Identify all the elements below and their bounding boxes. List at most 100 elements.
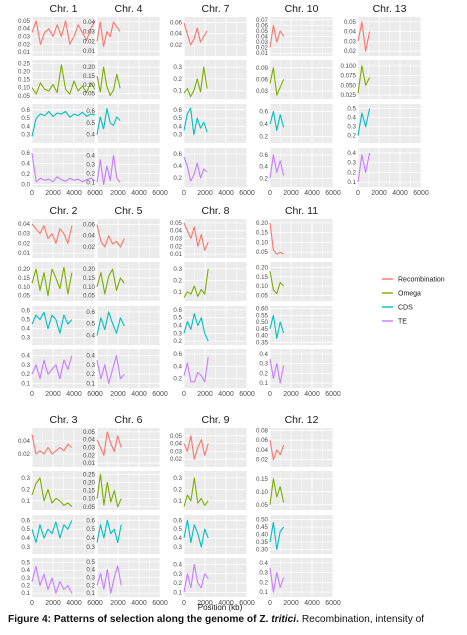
panel-1-cds: 0.30.40.50.6 (21, 104, 96, 143)
series-line-recombination (31, 20, 96, 45)
panel-title: Chr. 4 (114, 3, 142, 15)
y-tick-label: 0.2 (173, 580, 182, 587)
series-line-cds (96, 108, 121, 135)
y-tick-label: 0.25 (83, 471, 96, 478)
y-tick-label: 0.2 (173, 277, 182, 284)
panel-13-te: 0.1 0.2 0.3 0.4 0 2000 4000 6000 (347, 148, 429, 197)
panel-6-recombination: 0.010.020.030.040.05 (83, 428, 161, 467)
y-tick-label: 0.03 (83, 445, 96, 452)
y-tick-label: 0.3 (347, 160, 356, 167)
y-tick-label: 0.04 (83, 437, 96, 444)
panel-title: Chr. 9 (201, 414, 229, 426)
panel-8-omega: 0.1 0.2 0.3 (173, 262, 248, 301)
series-line-omega (269, 478, 285, 505)
series-line-recombination (183, 22, 208, 46)
y-tick-label: 0.6 (86, 309, 95, 316)
y-tick-label: 0.05 (83, 504, 96, 511)
x-tick-label: 6000 (152, 391, 168, 398)
y-tick-label: 0.03 (256, 88, 269, 95)
panel-title: Chr. 7 (201, 3, 229, 15)
y-tick-label: 0.5 (21, 115, 30, 122)
y-tick-label: 0.1 (86, 590, 95, 597)
legend-label-cds: CDS (398, 305, 413, 312)
y-tick-label: 0.15 (83, 488, 96, 495)
y-tick-label: 0.1 (173, 289, 182, 296)
legend-label-recombination: Recombination (398, 277, 445, 284)
x-tick-label: 0 (182, 600, 186, 607)
panel-7-recombination: 0.02 0.04 0.06 (170, 17, 248, 56)
panel-7-omega: 0.1 0.2 0.3 (173, 60, 248, 99)
y-tick-label: 0.05 (344, 19, 357, 26)
x-tick-label: 4000 (218, 190, 234, 197)
series-line-te (31, 355, 73, 380)
y-tick-label: 0.04 (83, 233, 96, 240)
x-tick-label: 2000 (110, 391, 126, 398)
series-line-te (269, 154, 285, 179)
y-tick-label: 0.35 (256, 339, 269, 346)
legend: Recombination Omega CDS TE (382, 277, 445, 326)
y-tick-label: 0.6 (259, 109, 268, 116)
x-tick-label: 2000 (45, 391, 61, 398)
y-tick-label: 0.4 (259, 164, 268, 171)
y-tick-label: 0.04 (170, 31, 183, 38)
series-line-recombination (357, 21, 371, 52)
x-tick-label: 6000 (87, 391, 103, 398)
series-line-cds (183, 107, 208, 136)
y-tick-label: 0.01 (18, 250, 31, 257)
panel-1-omega: 0.050.100.150.200.25 (18, 60, 96, 100)
y-tick-label: 0.2 (173, 486, 182, 493)
panel-10-cds: 0.2 0.4 0.6 (259, 104, 334, 143)
y-tick-label: 0.05 (18, 293, 31, 300)
x-tick-label: 4000 (131, 391, 147, 398)
y-tick-label: 0.15 (83, 275, 96, 282)
x-tick-label: 6000 (152, 600, 168, 607)
y-tick-label: 0.55 (256, 312, 269, 319)
caption-bold: Figure 4: Patterns of selection along th… (8, 614, 272, 625)
y-tick-label: 0.6 (21, 517, 30, 524)
series-line-recombination (269, 440, 285, 461)
y-tick-label: 0.20 (256, 220, 269, 227)
series-line-omega (96, 268, 125, 295)
y-tick-label: 0.4 (21, 326, 30, 333)
y-tick-label: 0.4 (173, 163, 182, 170)
y-tick-label: 0.15 (83, 73, 96, 80)
panel-3-omega: 0.1 0.2 0.3 (21, 471, 96, 510)
y-tick-label: 0.2 (86, 170, 95, 177)
y-tick-label: 0.100 (341, 63, 357, 70)
y-tick-label: 0.15 (256, 230, 269, 237)
x-tick-label: 2000 (45, 600, 61, 607)
x-tick-label: 4000 (66, 190, 82, 197)
panel-2-cds: 0.3 0.4 0.5 0.6 (21, 306, 96, 345)
y-tick-label: 0.1 (173, 589, 182, 596)
series-line-recombination (31, 223, 73, 244)
x-tick-label: 6000 (87, 190, 103, 197)
panel-7-te: 0.2 0.4 0.6 0 2000 4000 6000 (173, 148, 255, 197)
y-tick-label: 0.03 (18, 231, 31, 238)
panel-4-omega: 0.05 0.10 0.15 0.20 (83, 60, 161, 99)
caption-species: tritici (271, 614, 297, 625)
y-tick-label: 0.2 (173, 76, 182, 83)
panel-title: Chr. 3 (49, 414, 77, 426)
y-tick-label: 0.2 (259, 370, 268, 377)
y-tick-label: 0.4 (173, 323, 182, 330)
y-tick-label: 0.10 (18, 284, 31, 291)
y-tick-label: 0.03 (83, 29, 96, 36)
y-tick-label: 0.05 (170, 220, 183, 227)
x-tick-label: 0 (95, 391, 99, 398)
series-line-omega (96, 473, 122, 508)
panel-12-omega: 0.05 0.10 0.15 (256, 471, 334, 510)
series-line-recombination (269, 24, 285, 48)
panel-title: Chr. 1 (49, 3, 77, 15)
panel-3-te: 0.10.20.30.40.50 2000 4000 6000 (21, 558, 103, 607)
y-tick-label: 0.3 (21, 544, 30, 551)
y-tick-label: 0.20 (18, 68, 31, 75)
series-line-te (96, 354, 125, 384)
y-tick-label: 0.2 (21, 486, 30, 493)
y-tick-label: 0.5 (86, 120, 95, 127)
y-tick-label: 0.45 (256, 524, 269, 531)
series-line-omega (96, 66, 121, 97)
y-tick-label: 0.25 (18, 60, 31, 67)
y-tick-label: 0.04 (18, 438, 31, 445)
panel-2-omega: 0.05 0.10 0.15 0.20 (18, 262, 96, 301)
panel-13-recombination: 0.02 0.03 0.04 0.05 (344, 17, 422, 56)
